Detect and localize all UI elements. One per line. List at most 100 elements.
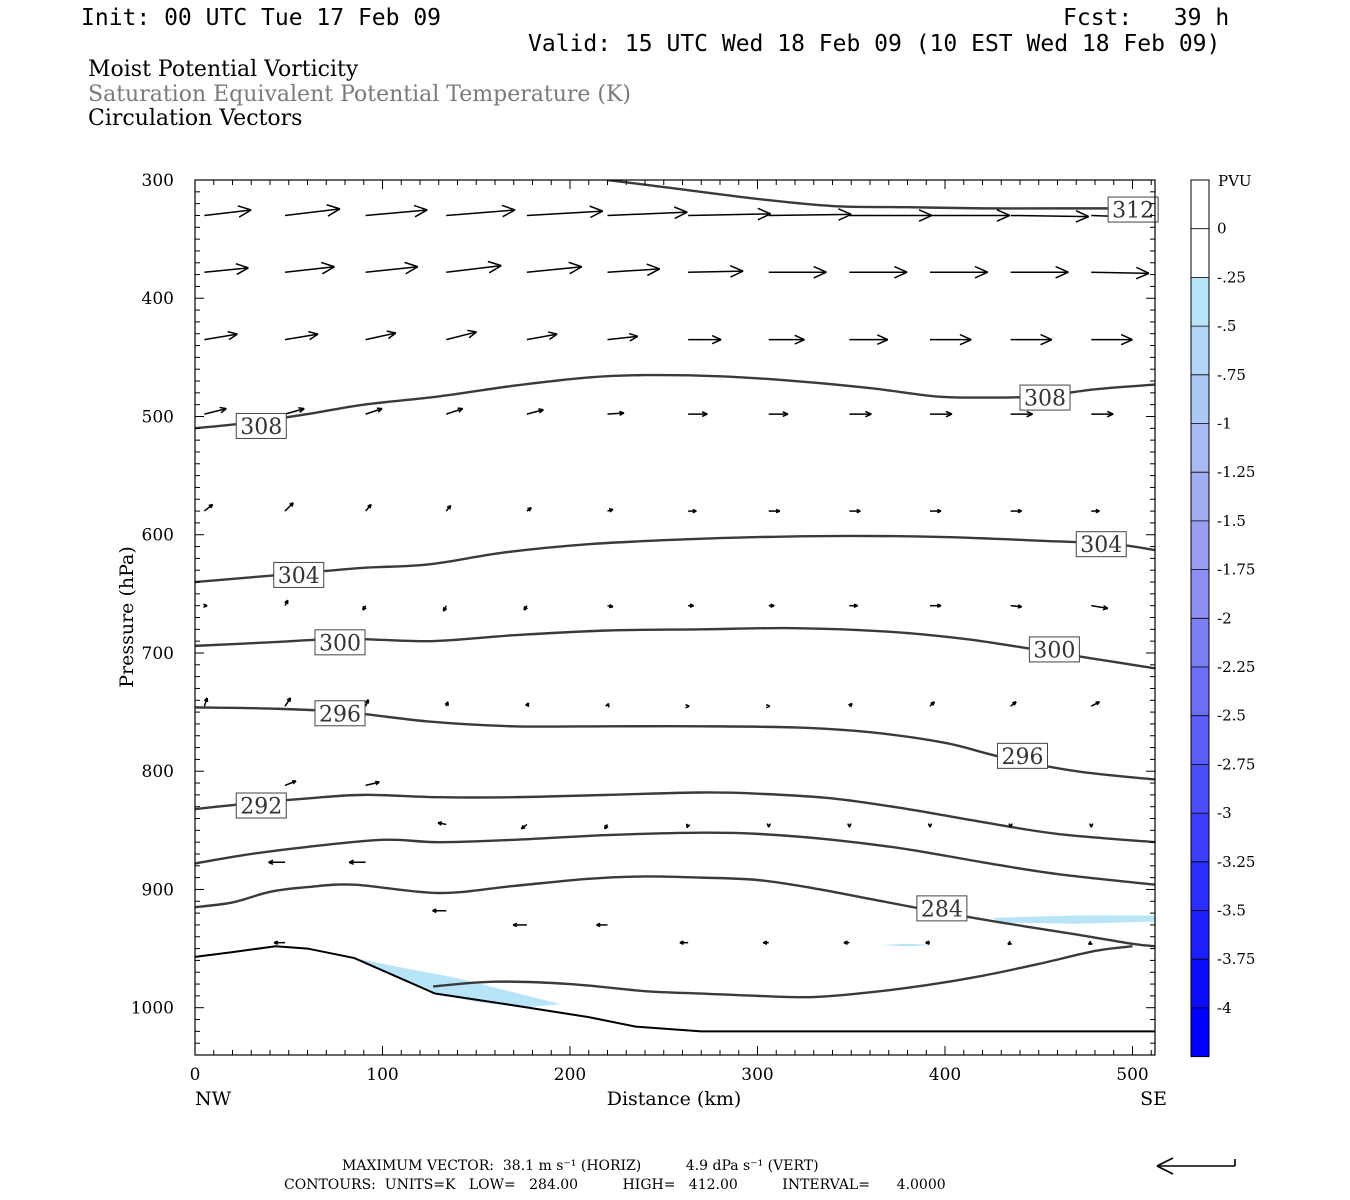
vector-1-8: [849, 265, 908, 279]
contour-label-2b: 304: [1080, 533, 1122, 558]
theta-es-contour-2: [195, 534, 1155, 584]
vector-head-b: [1106, 410, 1114, 415]
contour-label-box-2a: [273, 561, 325, 588]
vector-1-11: [1091, 266, 1150, 280]
x-left-end-label: NW: [195, 1088, 232, 1110]
vector-head-b: [538, 408, 544, 411]
vector-head-b: [679, 941, 684, 945]
vector-2-5: [607, 332, 639, 342]
contour-label-box-0a: [1107, 196, 1159, 223]
vector-5-1: [284, 599, 289, 607]
vector-head-b: [608, 508, 614, 511]
vector-11-5: [596, 922, 608, 928]
vector-shaft: [1172, 215, 1249, 218]
colorbar-label-8: -2: [1217, 609, 1232, 627]
contour-label-1b: 308: [1024, 387, 1066, 412]
vector-shaft: [607, 268, 660, 273]
vector-head-b: [1075, 210, 1090, 218]
vector-12-1: [273, 940, 285, 945]
colorbar-label-13: -3.25: [1217, 853, 1255, 871]
vector-5-11: [1091, 604, 1109, 611]
y-tick-label-1000: 1000: [131, 999, 174, 1019]
vector-6-9: [929, 701, 936, 707]
contour-label-7a: 284: [921, 897, 963, 922]
vector-head-b: [865, 410, 872, 415]
vector-1-9: [930, 265, 989, 279]
vector-head-b: [813, 265, 827, 273]
vector-head-b: [853, 603, 858, 607]
vector-head-b: [386, 330, 397, 334]
contour-label-2a: 304: [278, 564, 320, 589]
vector-shaft: [526, 333, 558, 341]
vector-head-b: [326, 204, 341, 210]
contour-label-box-3a: [314, 629, 366, 656]
vector-shaft: [284, 333, 319, 341]
vector-head-b: [362, 607, 367, 611]
vector-head-a: [865, 413, 872, 418]
x-axis-title: Distance (km): [607, 1088, 742, 1110]
vector-head-b: [768, 823, 772, 828]
theta-es-contour-7: [195, 875, 1155, 948]
vector-head-b: [375, 780, 380, 783]
x-right-end-label: SE: [1140, 1088, 1167, 1110]
vector-12-10: [1007, 940, 1012, 946]
terrain-line: [195, 945, 1155, 1033]
colorbar-label-14: -3.5: [1217, 902, 1246, 920]
vector-9-2: [348, 859, 366, 865]
vector-0-8: [849, 209, 933, 222]
vector-3-0: [204, 406, 227, 415]
vector-head-b: [413, 204, 428, 211]
vector-2-7: [768, 334, 805, 345]
vector-head-a: [502, 209, 516, 218]
vector-head-a: [794, 338, 805, 345]
vector-shaft: [526, 265, 582, 273]
vector-head-b: [404, 261, 419, 268]
colorbar-segment-12: [1191, 764, 1209, 814]
vector-10-3: [432, 908, 447, 914]
vector-head-b: [237, 205, 252, 211]
vector-head-b: [619, 410, 625, 414]
vector-2-9: [930, 333, 972, 346]
colorbar-segment-4: [1191, 374, 1209, 424]
axis-ticks: [194, 179, 1155, 1056]
vector-3-8: [849, 410, 872, 418]
vector-shaft: [1010, 214, 1089, 218]
colorbar-label-1: -.25: [1217, 268, 1246, 286]
vector-head-a: [327, 208, 341, 217]
vector-1-1: [284, 261, 335, 275]
vector-5-6: [688, 603, 694, 608]
colorbar-label-6: -1.5: [1217, 512, 1246, 530]
vector-head-b: [227, 330, 238, 335]
vector-head-b: [320, 261, 335, 268]
vector-head-b: [1236, 212, 1249, 218]
vector-12-7: [762, 940, 769, 945]
vector-shaft: [365, 332, 397, 341]
vector-head-b: [501, 204, 516, 211]
contour-label-box-3b: [1028, 636, 1080, 663]
vector-head-a: [468, 331, 477, 339]
vector-0-12: [1172, 212, 1249, 223]
vector-head-b: [289, 502, 294, 505]
colorbar-segment-9: [1191, 618, 1209, 667]
vector-head-a: [757, 213, 771, 221]
vector-head-b: [376, 407, 383, 410]
vector-3-9: [930, 410, 953, 418]
colorbar-segment-0: [1191, 180, 1209, 229]
colorbar-title: PVU: [1218, 172, 1252, 190]
vector-8-11: [1088, 823, 1094, 828]
vector-head-b: [925, 941, 930, 945]
contour-label-box-1a: [235, 412, 287, 439]
x-tick-label-0: 0: [190, 1065, 201, 1085]
vector-head-b: [589, 205, 604, 212]
vector-head-a: [589, 210, 604, 219]
vector-head-b: [1040, 333, 1053, 341]
vector-head-a: [569, 266, 583, 275]
vector-shaft: [526, 408, 544, 415]
vector-head-a: [730, 270, 744, 278]
vector-head-a: [1055, 271, 1069, 279]
field-title-theta-es: Saturation Equivalent Potential Temperat…: [88, 82, 631, 107]
colorbar-segment-7: [1191, 520, 1209, 570]
vector-2-1: [284, 330, 319, 341]
vector-head-a: [1026, 413, 1033, 418]
